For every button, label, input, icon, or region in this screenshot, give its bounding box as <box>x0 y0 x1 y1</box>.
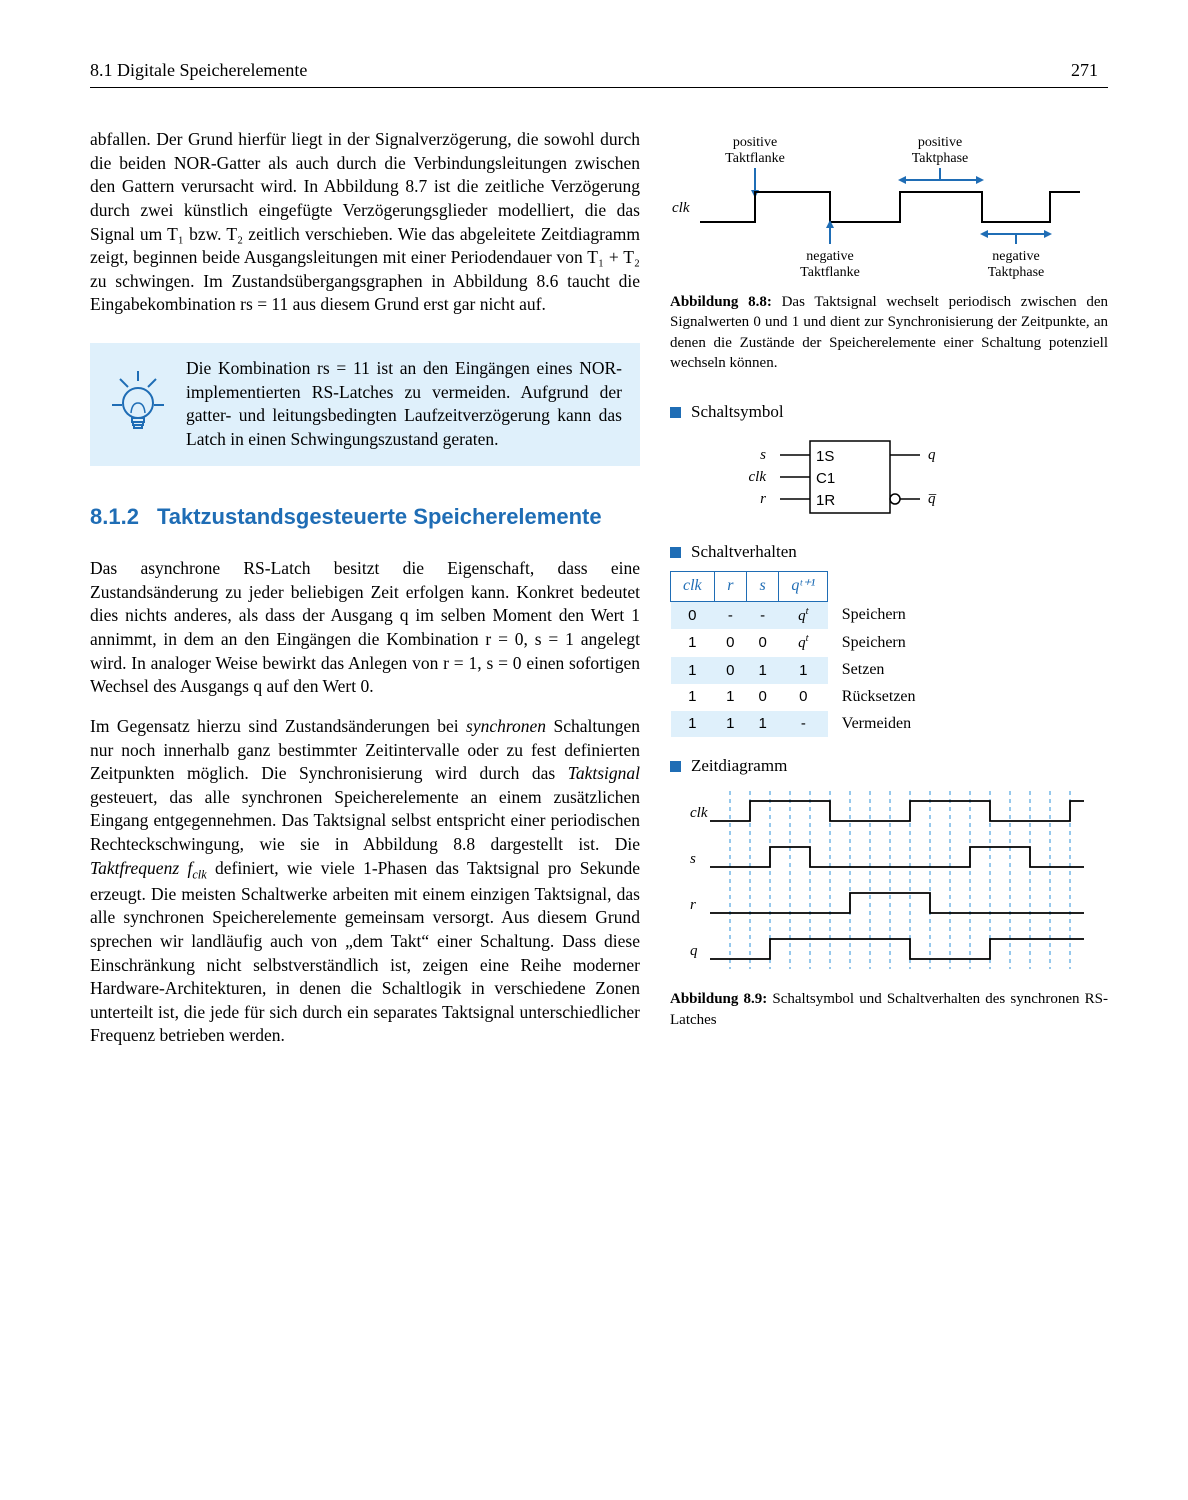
svg-text:negative: negative <box>992 249 1039 264</box>
lightbulb-icon <box>108 369 168 439</box>
svg-text:C1: C1 <box>816 470 835 487</box>
svg-text:Taktphase: Taktphase <box>912 151 969 166</box>
header-rule <box>90 87 1108 88</box>
table-header: qᵗ⁺¹ <box>779 572 828 602</box>
table-row: 1011Setzen <box>671 657 928 684</box>
section-heading: 8.1.2 Taktzustandsgesteuerte Speicherelem… <box>90 502 640 532</box>
svg-text:positive: positive <box>918 135 962 150</box>
svg-text:Taktphase: Taktphase <box>988 265 1045 280</box>
schaltverhalten-label: Schaltverhalten <box>670 541 1108 563</box>
bullet-icon <box>670 547 681 558</box>
svg-text:positive: positive <box>733 135 777 150</box>
tip-box: Die Kombination rs = 11 ist an den Eingä… <box>90 343 640 466</box>
section-title: Taktzustandsgesteuerte Speicherelemente <box>157 504 602 529</box>
svg-text:Taktflanke: Taktflanke <box>725 151 785 166</box>
bullet-icon <box>670 407 681 418</box>
tip-text: Die Kombination rs = 11 ist an den Eingä… <box>186 357 622 452</box>
svg-text:negative: negative <box>806 249 853 264</box>
table-header: r <box>714 572 746 602</box>
svg-text:clk: clk <box>690 805 708 821</box>
svg-text:q̅: q̅ <box>928 491 937 507</box>
page-number: 271 <box>1071 60 1098 81</box>
paragraph-3: Im Gegensatz hierzu sind Zustandsänderun… <box>90 715 640 1048</box>
svg-text:1S: 1S <box>816 448 834 465</box>
section-number: 8.1.2 <box>90 504 139 529</box>
figure-8-9-caption: Abbildung 8.9: Schaltsymbol und Schaltve… <box>670 989 1108 1030</box>
zeitdiagramm-label: Zeitdiagramm <box>670 755 1108 777</box>
table-row: 111-Vermeiden <box>671 711 928 738</box>
figure-rs-latch-symbol: s clk r 1S C1 1R q q̅ <box>670 431 1090 531</box>
paragraph-intro: abfallen. Der Grund hierfür liegt in der… <box>90 128 640 317</box>
bullet-icon <box>670 761 681 772</box>
svg-text:Taktflanke: Taktflanke <box>800 265 860 280</box>
figure-timing-diagram: clk s r q <box>670 785 1090 975</box>
svg-text:r: r <box>690 897 696 913</box>
svg-text:clk: clk <box>749 469 767 485</box>
table-row: 100qtSpeichern <box>671 629 928 657</box>
section-label: 8.1 Digitale Speicherelemente <box>90 60 307 81</box>
table-row: 0--qtSpeichern <box>671 601 928 629</box>
main-text-column: abfallen. Der Grund hierfür liegt in der… <box>90 128 640 1064</box>
page-header: 8.1 Digitale Speicherelemente 271 <box>90 60 1108 81</box>
table-header: clk <box>671 572 715 602</box>
svg-text:1R: 1R <box>816 492 835 509</box>
table-row: 1100Rücksetzen <box>671 684 928 711</box>
svg-text:r: r <box>760 491 766 507</box>
schaltsymbol-label: Schaltsymbol <box>670 401 1108 423</box>
margin-column: positive Taktflanke positive Taktphase c… <box>670 128 1108 1064</box>
paragraph-2: Das asynchrone RS-Latch besitzt die Eige… <box>90 557 640 699</box>
svg-text:q: q <box>928 447 936 463</box>
svg-text:clk: clk <box>672 200 690 216</box>
svg-text:q: q <box>690 943 698 959</box>
figure-8-8-caption: Abbildung 8.8: Das Taktsignal wechselt p… <box>670 292 1108 373</box>
svg-text:s: s <box>760 447 766 463</box>
figure-8-8-clock-waveform: positive Taktflanke positive Taktphase c… <box>670 132 1090 282</box>
svg-text:s: s <box>690 851 696 867</box>
table-header: s <box>747 572 779 602</box>
truth-table: clkrsqᵗ⁺¹ 0--qtSpeichern100qtSpeichern10… <box>670 571 928 737</box>
